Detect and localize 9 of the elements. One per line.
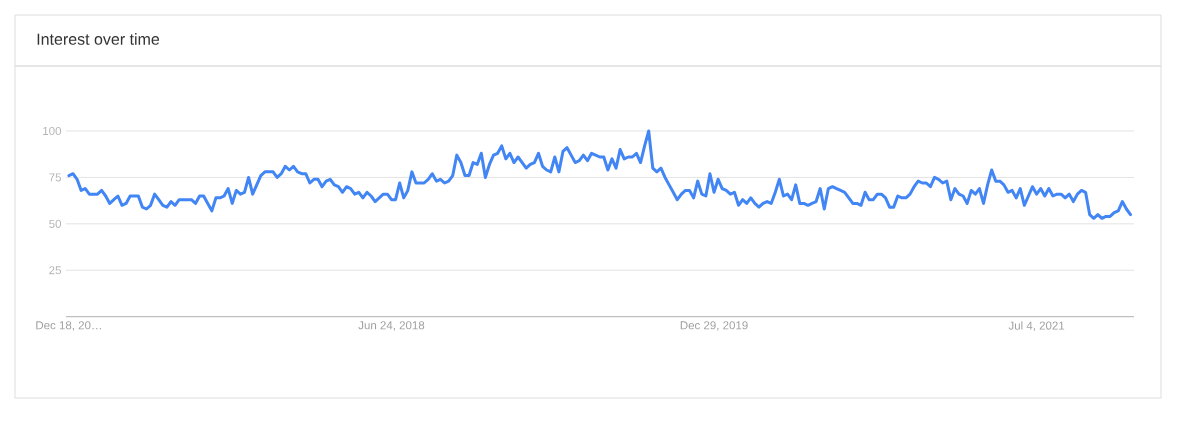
chart-title: Interest over time bbox=[37, 33, 160, 45]
y-tick-label: 100 bbox=[43, 126, 62, 136]
y-tick-label: 25 bbox=[49, 266, 61, 275]
y-tick-label: 50 bbox=[49, 219, 62, 228]
x-tick-label: Jun 24, 2018 bbox=[358, 321, 425, 331]
x-tick-label: Jul 4, 2021 bbox=[1008, 321, 1065, 332]
y-tick-label: 75 bbox=[49, 173, 61, 182]
x-tick-label: Dec 18, 20… bbox=[36, 321, 101, 331]
x-tick-label: Dec 29, 2019 bbox=[680, 321, 748, 331]
